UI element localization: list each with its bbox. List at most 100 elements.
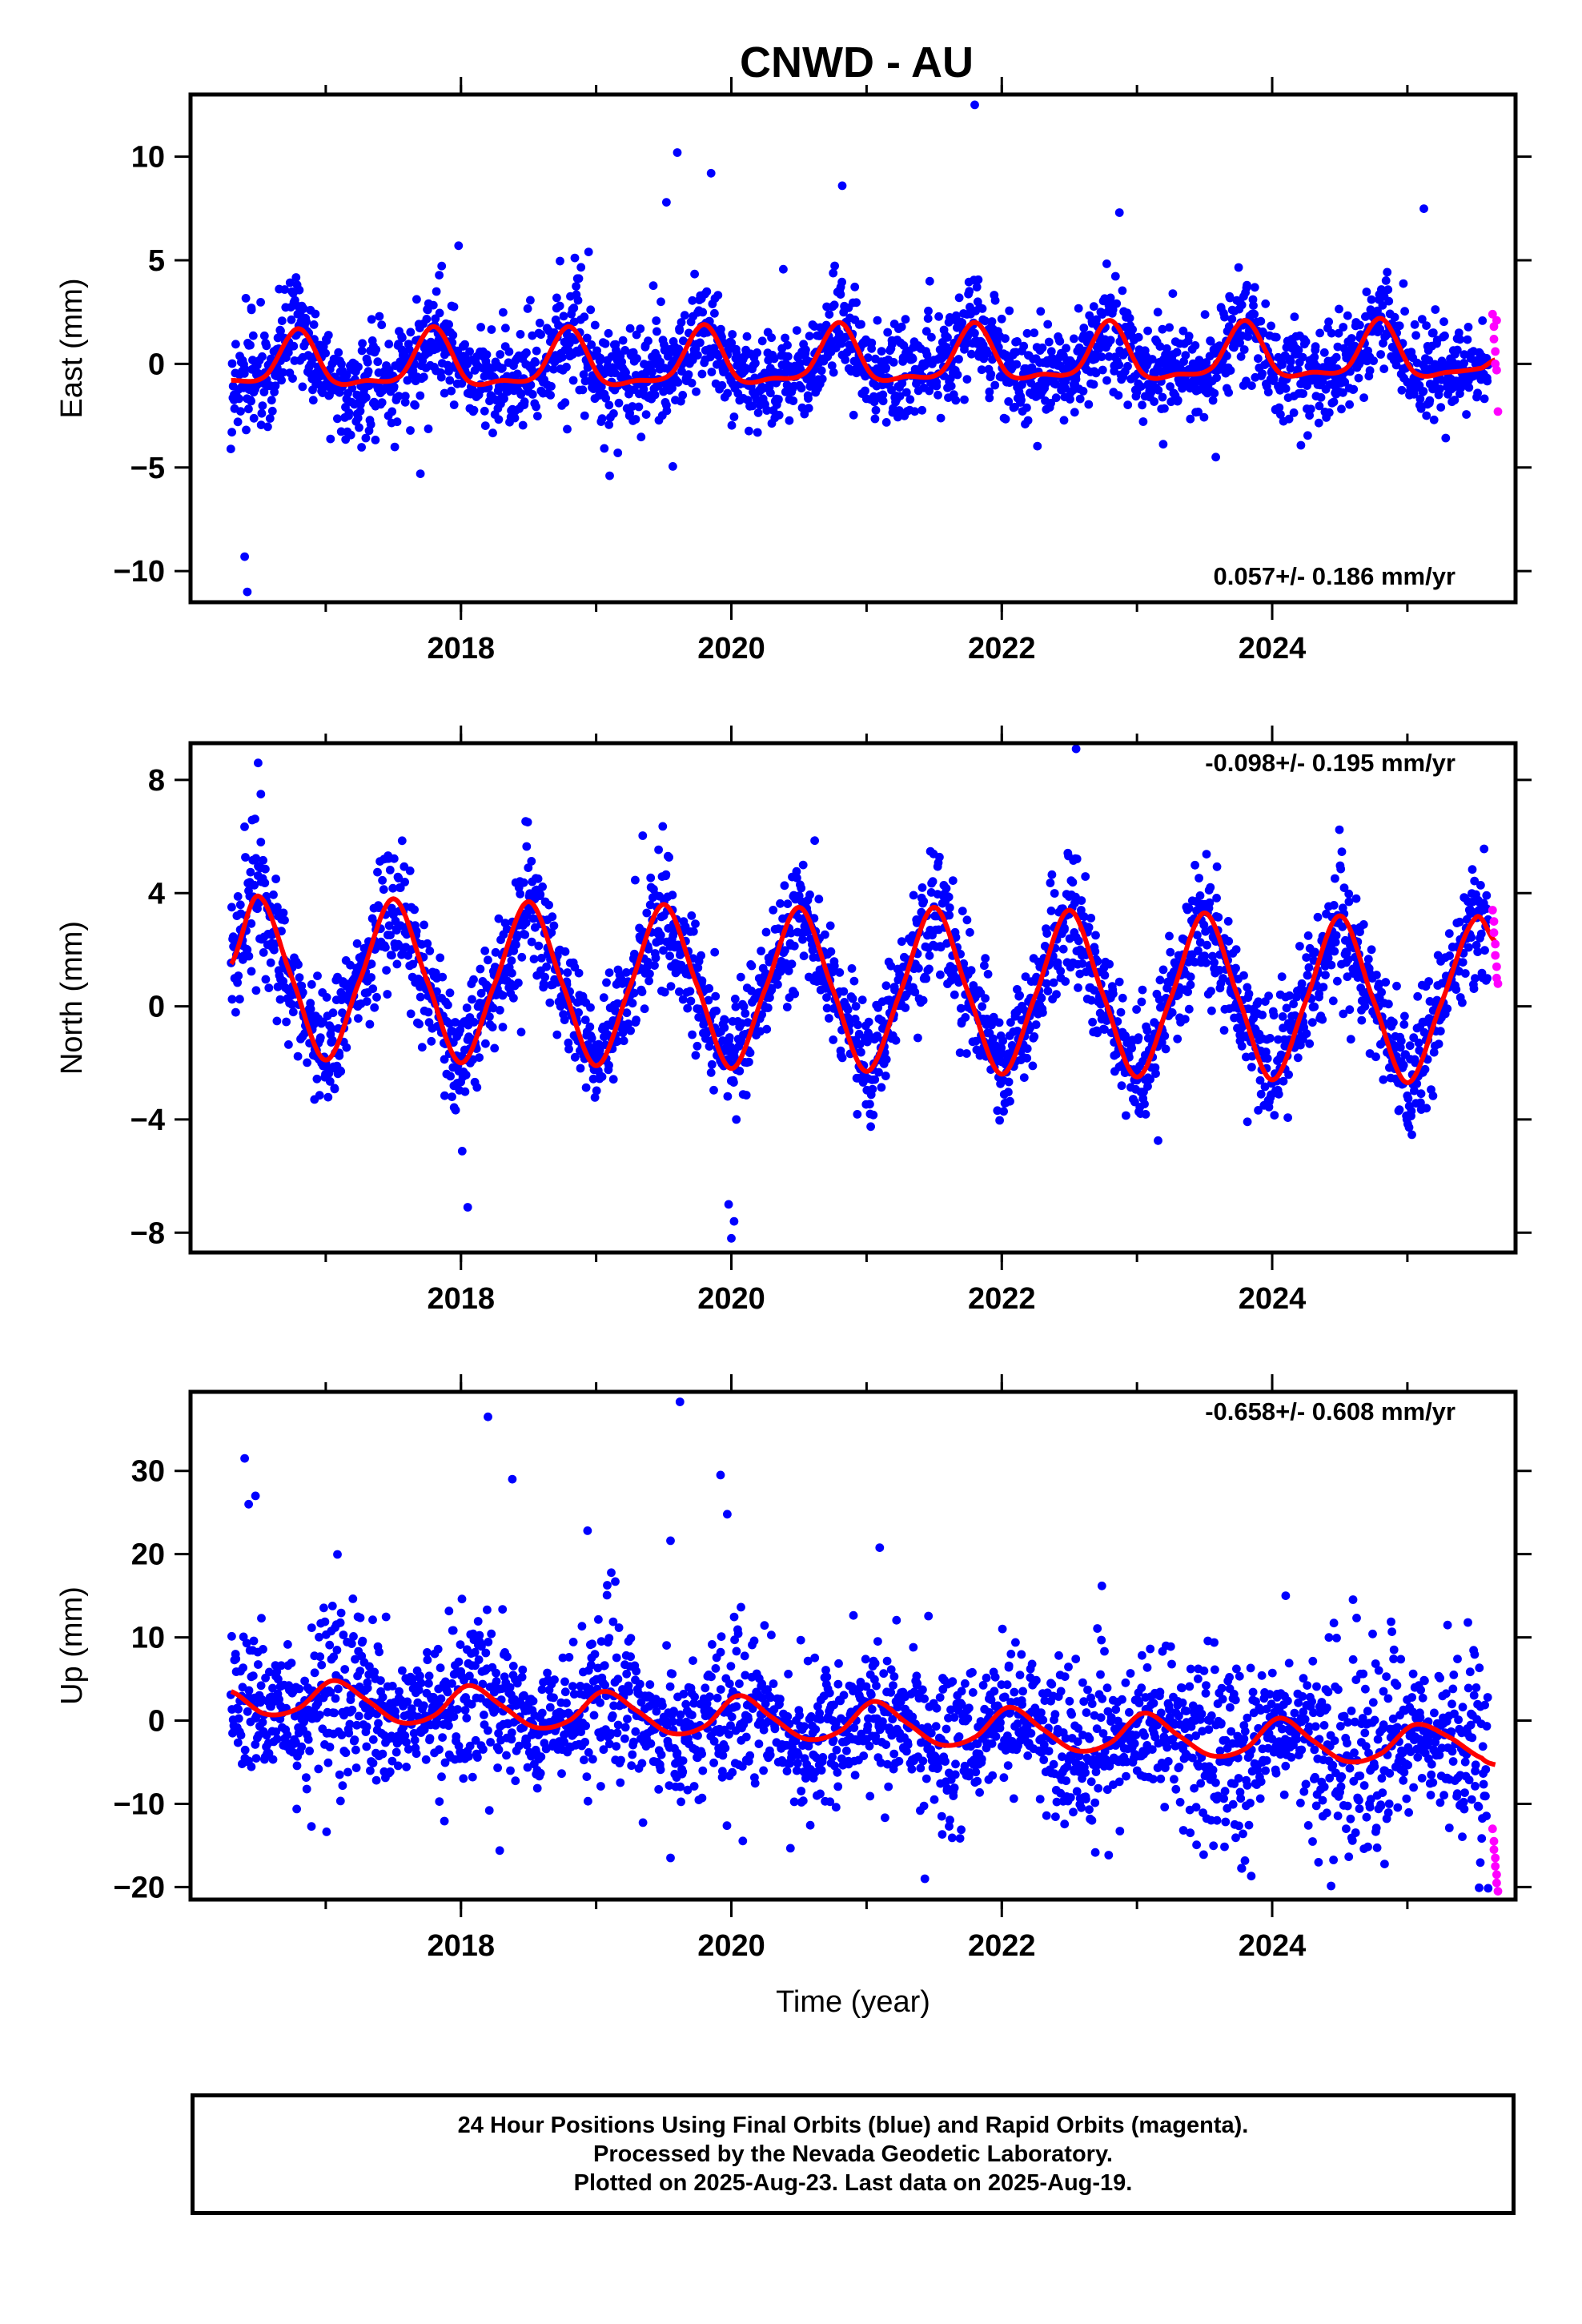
final-orbit-point: [446, 1072, 455, 1081]
final-orbit-point: [1043, 320, 1053, 329]
final-orbit-point: [1476, 929, 1486, 939]
final-orbit-point: [562, 362, 571, 372]
final-orbit-point: [1294, 345, 1303, 355]
final-orbit-point: [665, 951, 674, 961]
final-orbit-point: [457, 379, 467, 388]
final-orbit-point: [1369, 356, 1378, 365]
final-orbit-point: [534, 941, 544, 951]
final-orbit-point: [1345, 1005, 1355, 1015]
final-orbit-point: [424, 1007, 433, 1017]
final-orbit-point: [717, 380, 727, 390]
final-orbit-point: [533, 874, 543, 883]
final-orbit-point: [451, 1018, 460, 1027]
final-orbit-point: [693, 351, 702, 360]
final-orbit-point: [1049, 978, 1058, 987]
rapid-orbit-point: [1492, 962, 1501, 971]
final-orbit-point: [980, 961, 989, 971]
final-orbit-point: [634, 402, 644, 412]
final-orbit-point: [1327, 960, 1336, 970]
final-orbit-point: [440, 1091, 449, 1100]
y-tick-label: 5: [148, 244, 165, 278]
final-orbit-point: [490, 1043, 500, 1053]
final-orbit-point: [1337, 847, 1347, 856]
final-orbit-point: [1224, 322, 1234, 332]
final-orbit-point: [601, 393, 611, 403]
final-orbit-point: [1154, 1136, 1162, 1145]
final-orbit-point: [1033, 441, 1042, 451]
final-orbit-point: [327, 1035, 337, 1045]
final-orbit-point: [1483, 974, 1492, 983]
final-orbit-point: [1400, 1011, 1409, 1021]
final-orbit-point: [465, 347, 474, 356]
final-orbit-point: [1299, 389, 1307, 398]
final-orbit-point: [652, 327, 661, 336]
final-orbit-point: [668, 384, 677, 393]
rapid-orbit-point: [1488, 906, 1497, 915]
final-orbit-point: [943, 332, 952, 342]
final-orbit-point: [1022, 1044, 1032, 1053]
final-orbit-point: [1231, 945, 1241, 954]
final-orbit-point: [727, 1233, 736, 1243]
final-orbit-point: [251, 1754, 261, 1763]
final-orbit-point: [273, 333, 283, 343]
final-orbit-point: [792, 866, 801, 876]
final-orbit-point: [524, 863, 533, 872]
final-orbit-point: [710, 947, 720, 957]
final-orbit-point: [622, 1008, 632, 1018]
final-orbit-point: [961, 1013, 970, 1022]
final-orbit-point: [1195, 891, 1205, 900]
final-orbit-point: [1243, 1117, 1252, 1127]
final-orbit-point: [942, 883, 951, 893]
final-orbit-point: [1289, 999, 1298, 1009]
final-orbit-point: [367, 315, 376, 324]
final-orbit-point: [1158, 392, 1167, 402]
final-orbit-point: [644, 336, 652, 346]
final-orbit-point: [1422, 1104, 1431, 1113]
rapid-orbit-point: [1492, 316, 1501, 325]
rapid-orbit-point: [1489, 335, 1499, 344]
final-orbit-point: [256, 790, 266, 798]
final-orbit-point: [1227, 315, 1237, 324]
final-orbit-point: [636, 324, 645, 333]
final-orbit-point: [673, 378, 683, 387]
final-orbit-point: [841, 355, 850, 364]
final-orbit-point: [528, 331, 537, 340]
y-tick-label: 8: [148, 764, 165, 798]
final-orbit-point: [323, 331, 333, 340]
final-orbit-point: [648, 281, 658, 291]
final-orbit-point: [745, 1048, 755, 1057]
final-orbit-point: [1367, 295, 1376, 304]
final-orbit-point: [1207, 987, 1215, 995]
final-orbit-point: [233, 417, 243, 427]
final-orbit-point: [786, 928, 796, 938]
final-orbit-point: [1464, 943, 1473, 952]
final-orbit-point: [1125, 313, 1134, 323]
final-orbit-point: [1116, 1007, 1126, 1017]
final-orbit-point: [1450, 396, 1460, 404]
final-orbit-point: [648, 368, 656, 376]
final-orbit-point: [1361, 312, 1371, 321]
y-axis-label: East (mm): [55, 278, 89, 418]
final-orbit-point: [1168, 289, 1178, 298]
rapid-orbit-point: [1491, 347, 1500, 356]
final-orbit-point: [825, 1014, 833, 1023]
final-orbit-point: [994, 1018, 1004, 1027]
final-orbit-point: [1391, 360, 1401, 370]
final-orbit-point: [1327, 328, 1336, 338]
final-orbit-point: [1137, 997, 1146, 1007]
final-orbit-point: [1435, 384, 1444, 394]
final-orbit-point: [364, 381, 374, 390]
final-orbit-point: [678, 995, 688, 1004]
final-orbit-point: [581, 1083, 591, 1092]
final-orbit-point: [1339, 388, 1347, 397]
final-orbit-point: [422, 315, 432, 324]
final-orbit-point: [288, 374, 297, 383]
final-orbit-point: [1340, 377, 1350, 387]
final-orbit-point: [1417, 315, 1427, 324]
final-orbit-point: [1256, 1089, 1266, 1099]
final-orbit-point: [631, 415, 640, 424]
final-orbit-point: [559, 312, 568, 321]
final-orbit-point: [1226, 366, 1235, 375]
final-orbit-point: [405, 866, 415, 875]
final-orbit-point: [498, 991, 508, 1000]
